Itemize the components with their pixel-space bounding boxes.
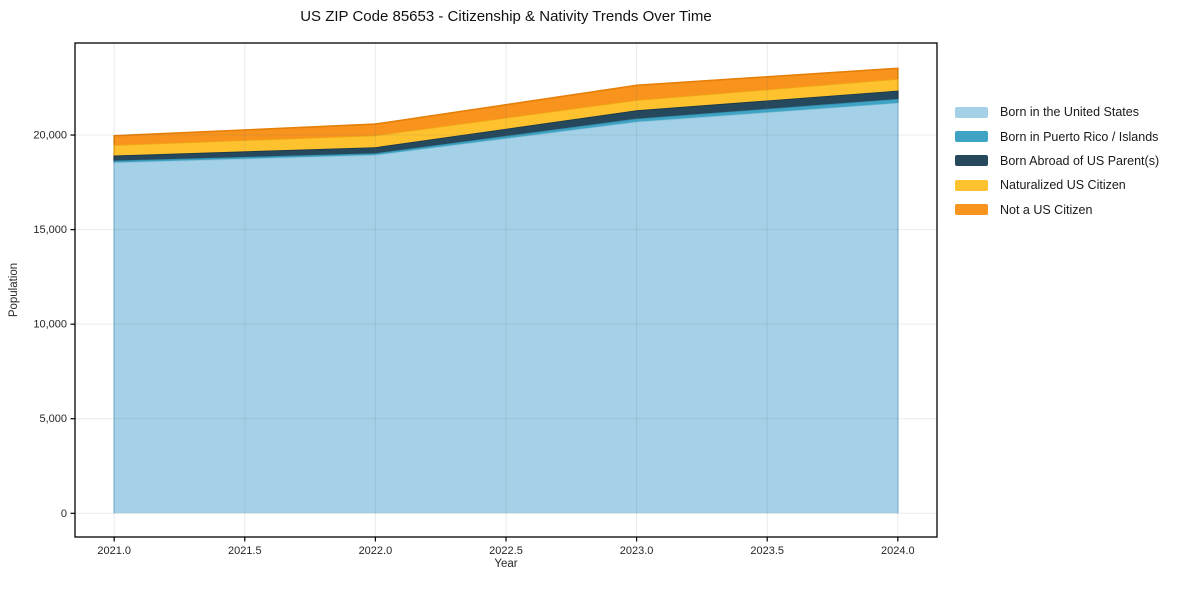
legend-item: Not a US Citizen (955, 198, 1159, 222)
y-tick-label: 15,000 (33, 224, 67, 236)
legend-swatch-icon (955, 155, 988, 167)
x-tick-label: 2022.0 (359, 545, 393, 557)
legend-item: Born in Puerto Rico / Islands (955, 124, 1159, 148)
x-tick-label: 2021.0 (97, 545, 131, 557)
area-series-4 (114, 68, 898, 146)
area-series-3 (114, 78, 898, 156)
legend-swatch-icon (955, 106, 988, 118)
y-tick-label: 0 (61, 508, 67, 520)
y-tick-label: 20,000 (33, 130, 67, 142)
x-axis-label: Year (494, 558, 518, 570)
area-series-edge-3 (113, 78, 899, 156)
chart-title: US ZIP Code 85653 - Citizenship & Nativi… (300, 8, 712, 25)
area-series-edge-2 (113, 89, 899, 161)
legend-label: Born in Puerto Rico / Islands (1000, 129, 1159, 144)
legend-label: Born in the United States (1000, 105, 1139, 120)
legend-label: Born Abroad of US Parent(s) (1000, 153, 1160, 168)
area-series-edge-4 (113, 67, 899, 146)
y-axis-label-wrap: Population (2, 43, 26, 537)
y-tick-label: 5,000 (39, 413, 67, 425)
area-series-1 (114, 98, 898, 163)
x-tick-label: 2021.5 (228, 545, 262, 557)
x-tick-label: 2023.5 (750, 545, 784, 557)
y-tick-label: 10,000 (33, 319, 67, 331)
x-tick-label: 2023.0 (620, 545, 654, 557)
legend-swatch-icon (955, 131, 988, 143)
y-axis-label: Population (8, 262, 21, 318)
legend-item: Born Abroad of US Parent(s) (955, 149, 1159, 173)
area-series-edge-0 (113, 102, 899, 514)
legend-item: Naturalized US Citizen (955, 173, 1159, 197)
legend-label: Naturalized US Citizen (1000, 178, 1126, 193)
x-tick-label: 2022.5 (489, 545, 523, 557)
area-series-0 (114, 102, 898, 514)
legend-label: Not a US Citizen (1000, 202, 1093, 217)
legend-swatch-icon (955, 204, 988, 216)
legend-swatch-icon (955, 179, 988, 191)
legend-item: Born in the United States (955, 100, 1159, 124)
legend: Born in the United States Born in Puerto … (955, 100, 1159, 222)
area-series-2 (114, 90, 898, 161)
x-tick-label: 2024.0 (881, 545, 915, 557)
